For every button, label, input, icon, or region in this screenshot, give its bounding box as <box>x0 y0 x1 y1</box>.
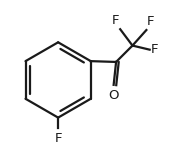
Text: F: F <box>54 131 62 144</box>
Text: F: F <box>112 14 119 27</box>
Text: F: F <box>147 15 155 28</box>
Text: O: O <box>108 89 119 102</box>
Text: F: F <box>151 43 159 56</box>
